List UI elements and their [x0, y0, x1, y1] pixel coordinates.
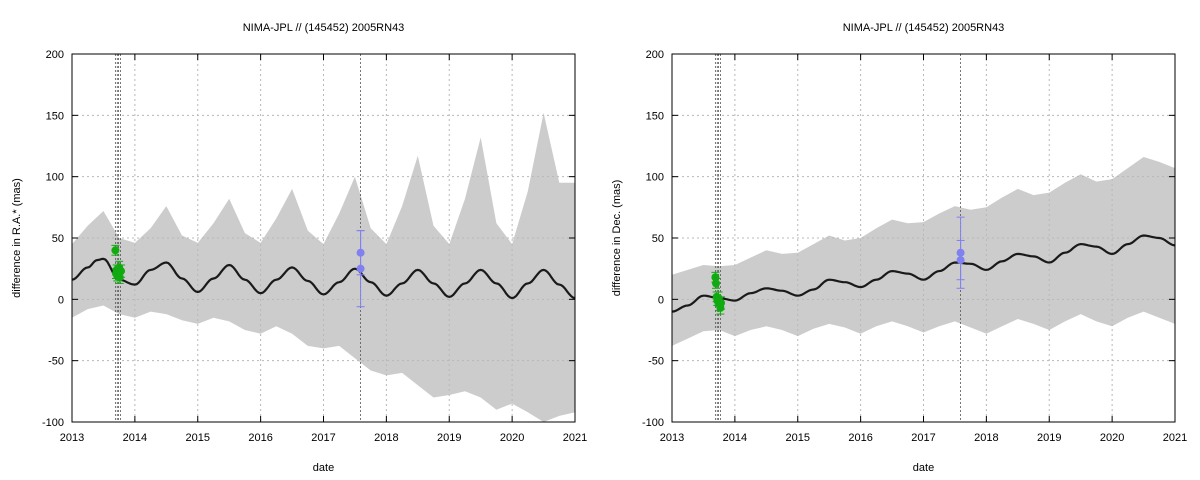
x-tick-label: 2018 — [374, 432, 398, 444]
x-axis-label: date — [313, 462, 334, 474]
model-line — [672, 234, 1175, 313]
x-tick-label: 2013 — [660, 432, 684, 444]
y-tick-label: -100 — [642, 417, 664, 429]
model-line — [72, 257, 575, 300]
gaia-point — [956, 256, 965, 265]
x-tick-label: 2016 — [848, 432, 872, 444]
x-tick-label: 2015 — [186, 432, 210, 444]
chart-title: NIMA-JPL // (145452) 2005RN43 — [843, 22, 1005, 34]
y-tick-label: 50 — [52, 233, 64, 245]
y-tick-label: 200 — [646, 49, 664, 61]
x-tick-label: 2014 — [123, 432, 147, 444]
y-tick-label: 100 — [646, 172, 664, 184]
x-tick-label: 2021 — [563, 432, 587, 444]
chart-title: NIMA-JPL // (145452) 2005RN43 — [243, 22, 405, 34]
x-tick-label: 2019 — [437, 432, 461, 444]
ground-point — [712, 279, 721, 288]
ground-point — [717, 299, 726, 308]
x-tick-label: 2016 — [248, 432, 272, 444]
x-tick-label: 2017 — [911, 432, 935, 444]
ground-point — [117, 267, 126, 276]
y-tick-label: 150 — [646, 110, 664, 122]
x-tick-label: 2017 — [311, 432, 335, 444]
y-axis-label: difference in Dec. (mas) — [611, 180, 623, 297]
x-axis-label: date — [913, 462, 934, 474]
x-tick-label: 2020 — [500, 432, 524, 444]
x-tick-label: 2021 — [1163, 432, 1187, 444]
y-tick-label: 0 — [58, 294, 64, 306]
x-tick-label: 2014 — [723, 432, 747, 444]
y-tick-label: -100 — [42, 417, 64, 429]
ground-point — [711, 273, 720, 282]
chart-dec: -100 -50 0 50 100 150 200 2013 2014 2015 2016 2017 2… — [611, 22, 1187, 474]
x-tick-label: 2013 — [60, 432, 84, 444]
x-tick-label: 2015 — [786, 432, 810, 444]
y-tick-label: 0 — [658, 294, 664, 306]
y-tick-label: -50 — [48, 356, 64, 368]
y-tick-label: 150 — [46, 110, 64, 122]
ground-point — [111, 246, 120, 255]
x-tick-label: 2018 — [974, 432, 998, 444]
x-tick-label: 2020 — [1100, 432, 1124, 444]
chart-ra: -100 -50 0 50 100 150 200 2013 2014 2015 2016 2017 2… — [11, 22, 587, 474]
y-tick-label: 200 — [46, 49, 64, 61]
gaia-point — [356, 264, 365, 273]
y-tick-label: -50 — [648, 356, 664, 368]
y-axis-label: difference in R.A.* (mas) — [11, 178, 23, 298]
x-tick-label: 2019 — [1037, 432, 1061, 444]
y-tick-label: 50 — [652, 233, 664, 245]
y-tick-label: 100 — [46, 172, 64, 184]
